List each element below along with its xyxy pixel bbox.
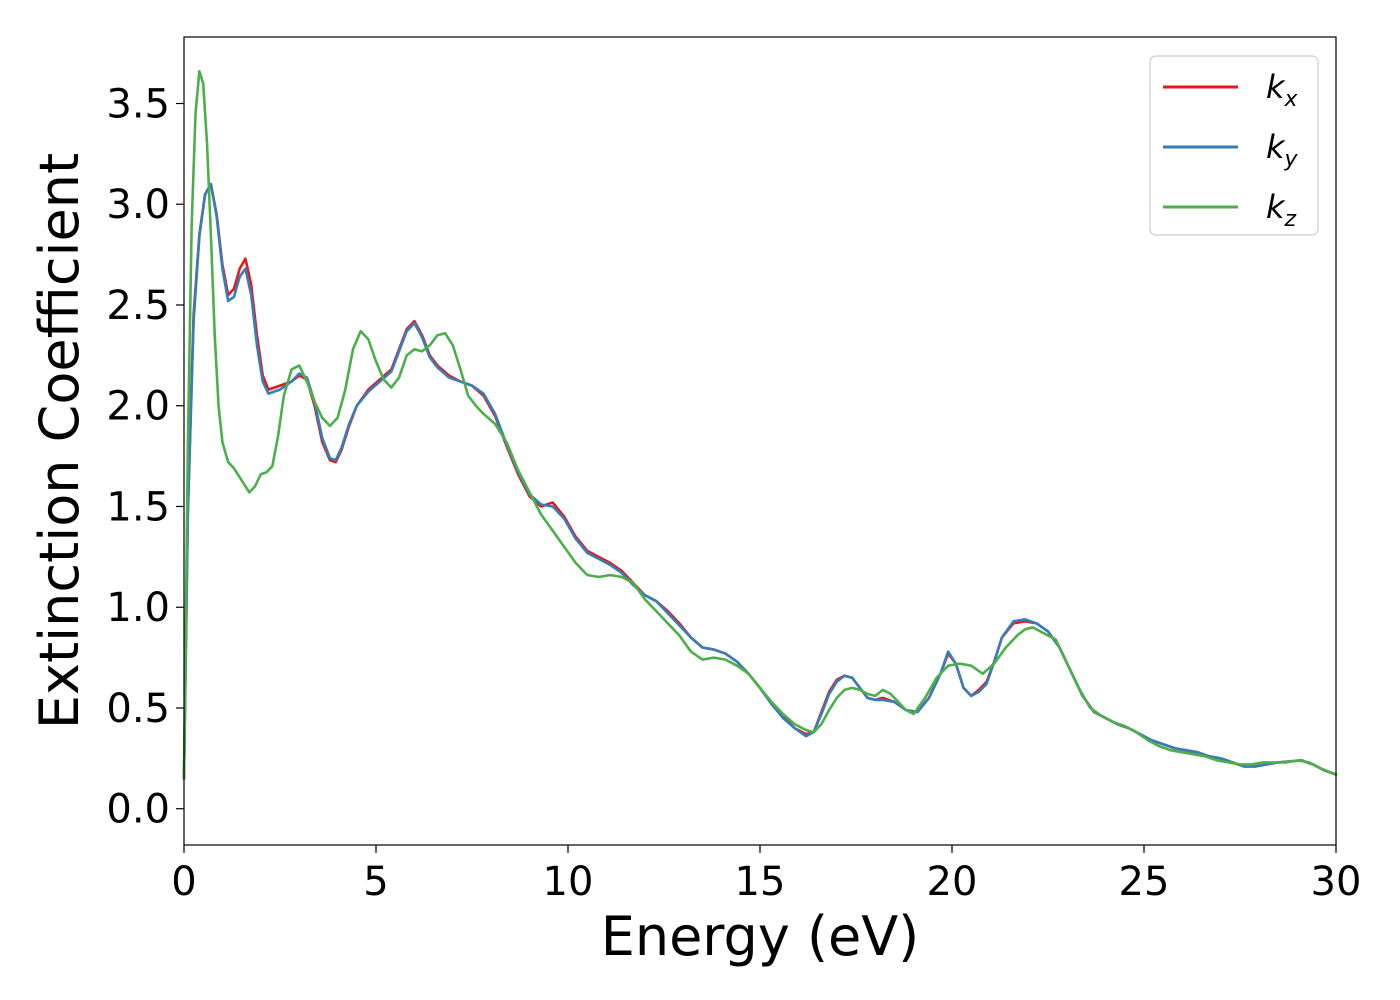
- x-tick-label: 15: [735, 859, 786, 905]
- y-axis-label: Extinction Coefficient: [28, 153, 91, 729]
- y-tick-label: 2.0: [106, 384, 170, 430]
- series-line-z: [182, 69, 1338, 780]
- legend-label-y: ky: [1266, 128, 1299, 172]
- y-tick-label: 3.5: [106, 81, 170, 127]
- legend: kx ky kz: [1149, 55, 1319, 236]
- y-tick-label: 2.5: [106, 283, 170, 329]
- x-axis-label: Energy (eV): [601, 905, 920, 968]
- x-tick-label: 5: [363, 859, 388, 905]
- y-tick-label: 0.5: [106, 686, 170, 732]
- series-layer: [182, 69, 1338, 780]
- x-tick-label: 10: [543, 859, 594, 905]
- legend-label-z: kz: [1266, 188, 1297, 232]
- x-tick-label: 20: [927, 859, 978, 905]
- y-tick-label: 0.0: [106, 787, 170, 833]
- y-axis-ticks: 0.0 0.5 1.0 1.5 2.0 2.5 3.0 3.5: [106, 81, 184, 833]
- x-tick-label: 30: [1311, 859, 1362, 905]
- x-tick-label: 25: [1119, 859, 1170, 905]
- y-tick-label: 1.5: [106, 484, 170, 530]
- y-tick-label: 1.0: [106, 585, 170, 631]
- legend-label-x: kx: [1266, 68, 1299, 112]
- x-axis-ticks: 0 5 10 15 20 25 30: [171, 845, 1361, 905]
- y-tick-label: 3.0: [106, 182, 170, 228]
- x-tick-label: 0: [171, 859, 196, 905]
